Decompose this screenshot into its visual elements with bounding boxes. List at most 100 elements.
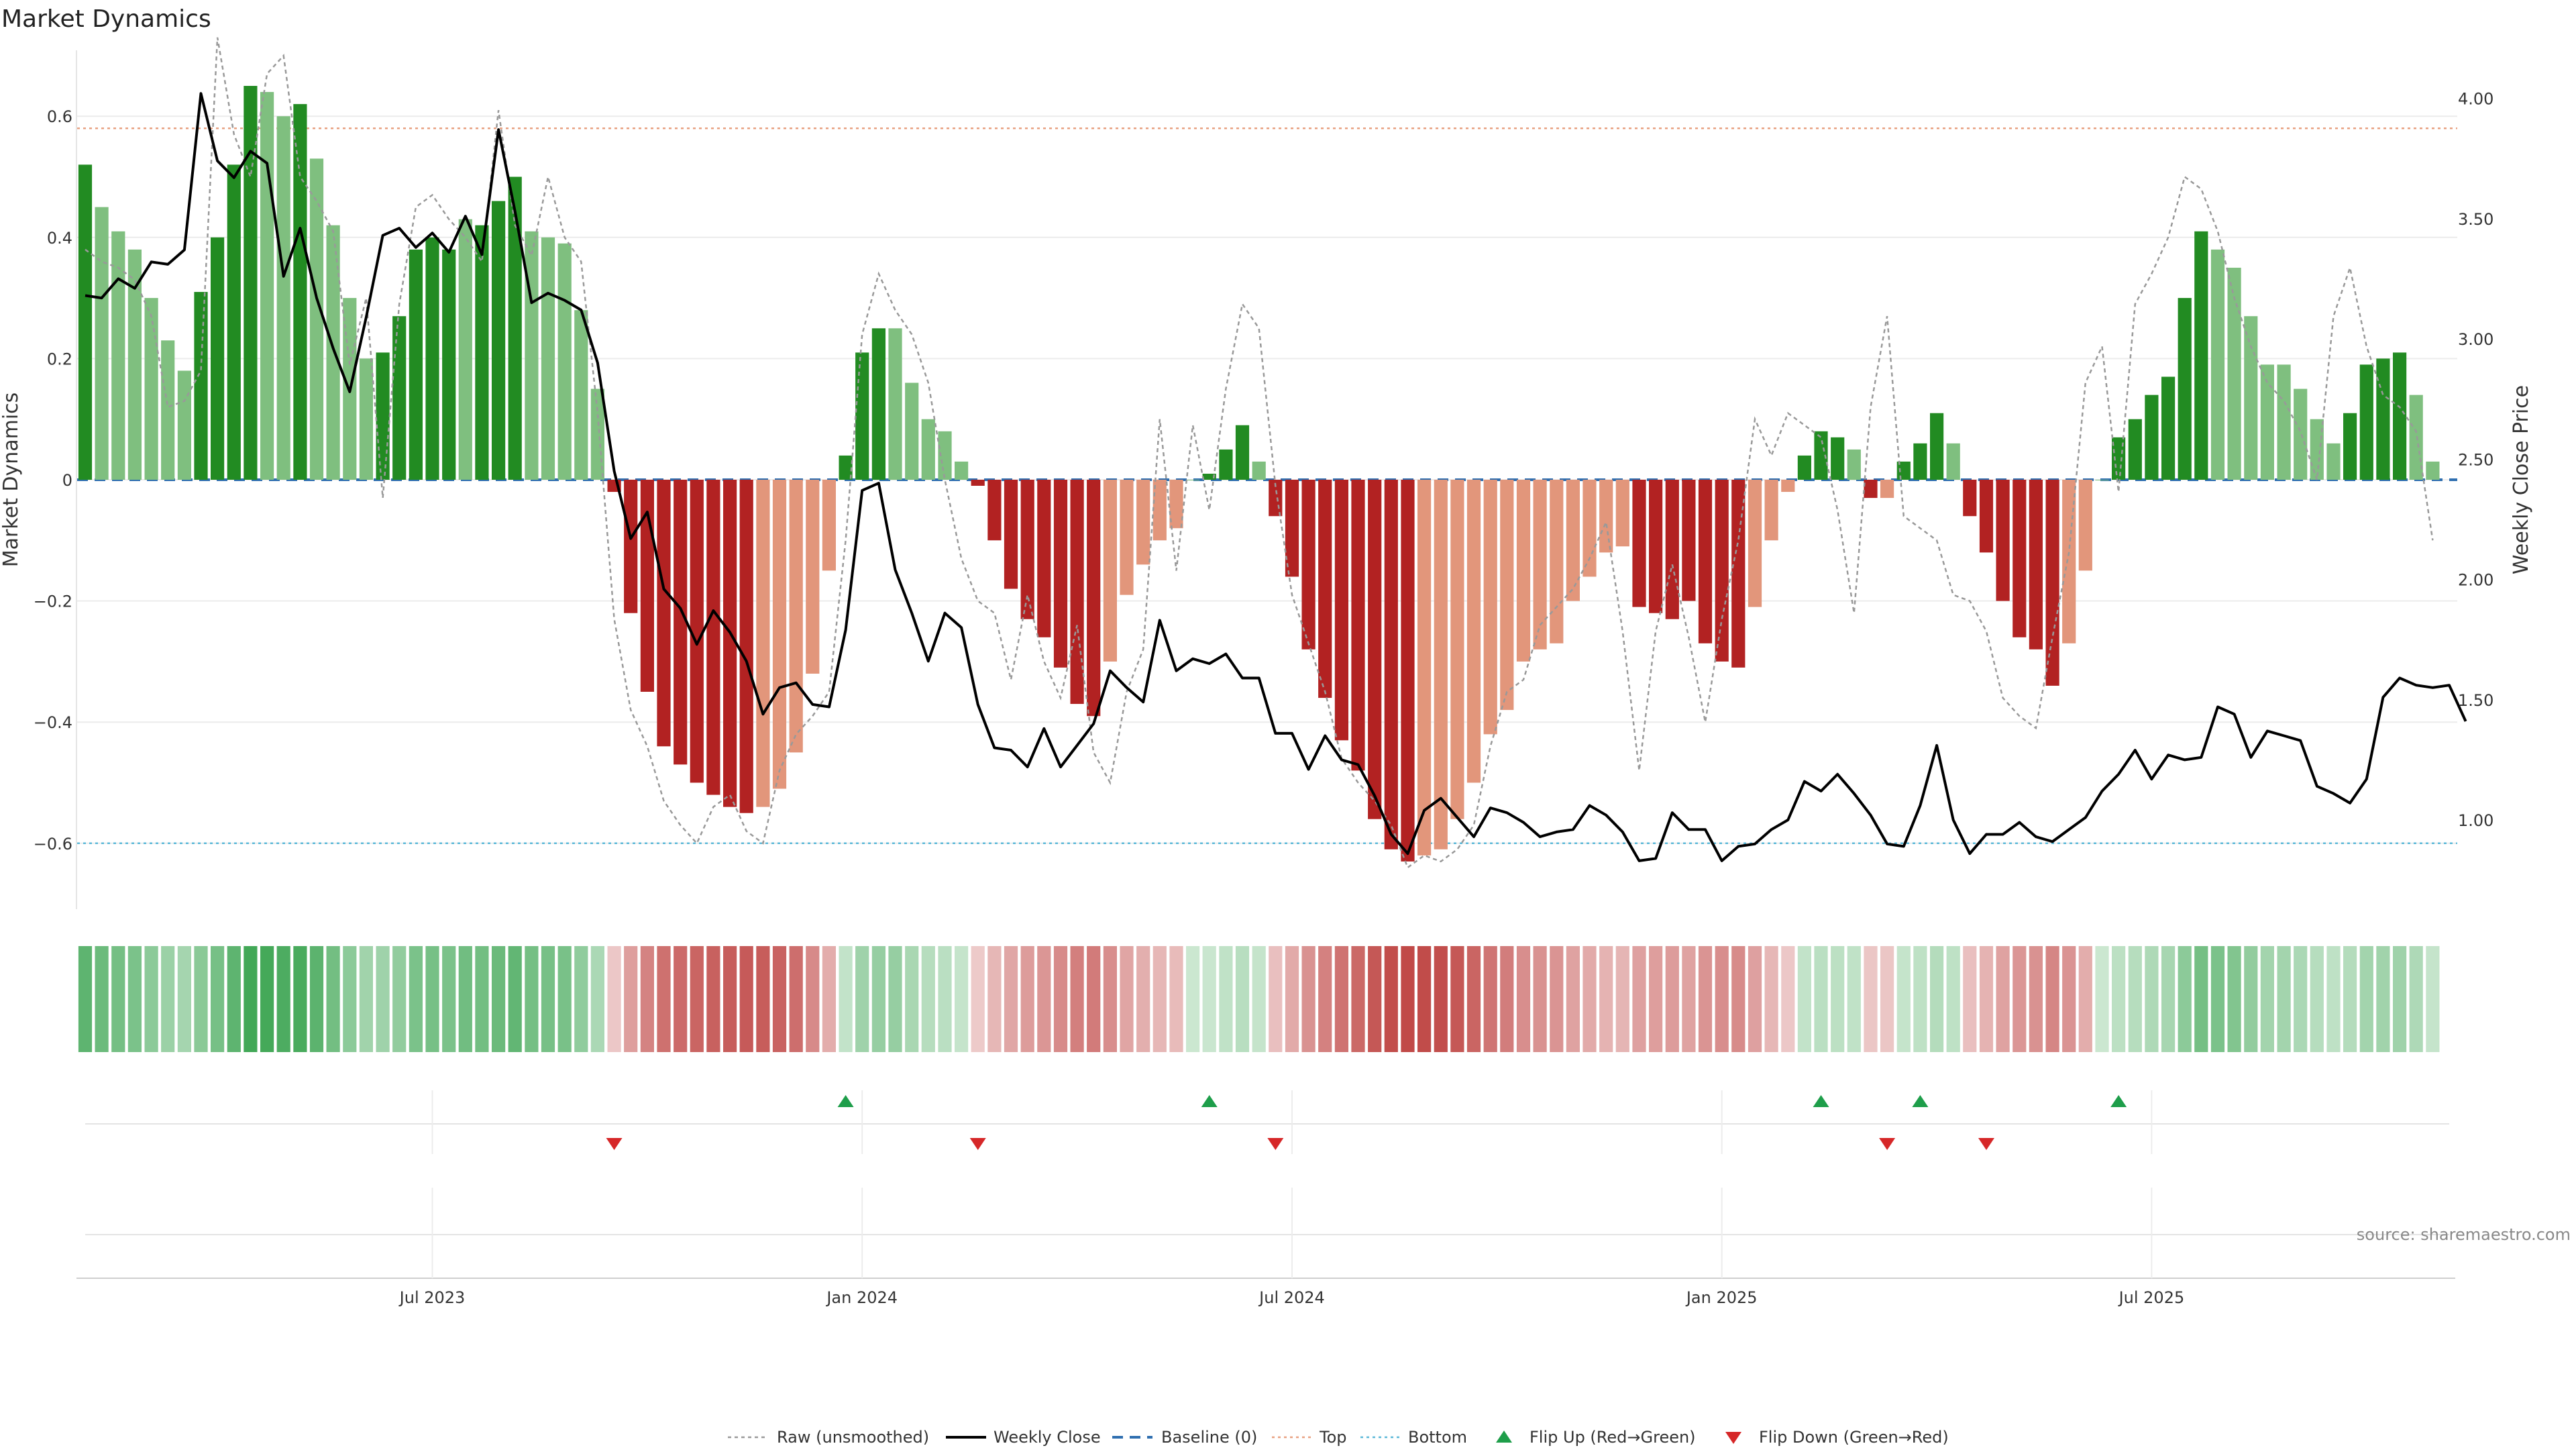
legend-top-label: Top <box>1319 1428 1347 1447</box>
y2-tick-label: 1.50 <box>2458 691 2493 710</box>
dynamics-bar <box>1136 480 1150 565</box>
heat-cell <box>2326 946 2341 1052</box>
dynamics-bars <box>78 86 2440 862</box>
dynamics-bar <box>475 225 489 480</box>
dynamics-bar <box>144 298 158 480</box>
dynamics-bar <box>2012 480 2027 637</box>
legend-baseline-label: Baseline (0) <box>1161 1428 1257 1447</box>
heat-cell <box>1417 946 1432 1052</box>
dynamics-bar <box>1301 480 1316 650</box>
heat-cell <box>392 946 407 1052</box>
heat-cell <box>1649 946 1663 1052</box>
dynamics-bar <box>2161 376 2176 480</box>
heat-cell <box>2145 946 2159 1052</box>
heat-cell <box>1963 946 1977 1052</box>
heat-cell <box>1896 946 1911 1052</box>
heat-cell <box>1781 946 1795 1052</box>
heat-cell <box>1731 946 1746 1052</box>
heat-cell <box>839 946 853 1052</box>
heat-cell <box>194 946 208 1052</box>
heat-cell <box>1996 946 2010 1052</box>
dynamics-bar <box>2194 231 2208 480</box>
dynamics-bar <box>1434 480 1448 849</box>
dynamics-bar <box>2178 298 2192 480</box>
heat-cell <box>2194 946 2208 1052</box>
heat-cell <box>1037 946 1051 1052</box>
dynamics-bar <box>987 480 1002 541</box>
dynamics-bar <box>1285 480 1299 577</box>
right-y-axis: 4.00 3.50 3.00 2.50 2.00 1.50 1.00 <box>2458 90 2493 831</box>
x-tick-label: Jul 2025 <box>2118 1288 2185 1307</box>
heat-cell <box>1814 946 1828 1052</box>
dynamics-bar <box>1930 413 1944 480</box>
heat-cell <box>640 946 654 1052</box>
dynamics-bar <box>1500 480 1514 711</box>
dynamics-bar <box>1401 480 1415 862</box>
dynamics-bar <box>1169 480 1183 529</box>
heat-cell <box>525 946 539 1052</box>
y-tick-label: 0.4 <box>47 229 72 248</box>
dynamics-bar <box>1814 431 1828 480</box>
heat-cell <box>2161 946 2176 1052</box>
heat-cell <box>2078 946 2092 1052</box>
flip-down-marker <box>969 1138 986 1150</box>
dynamics-bar <box>1566 480 1580 601</box>
heat-cell <box>1946 946 1960 1052</box>
x-tick-label: Jul 2024 <box>1258 1288 1325 1307</box>
dynamics-bar <box>1516 480 1531 662</box>
heat-cell <box>590 946 604 1052</box>
dynamics-bar <box>2112 437 2126 480</box>
heat-cell <box>756 946 770 1052</box>
heat-cell <box>161 946 175 1052</box>
flip-up-marker <box>1201 1095 1218 1107</box>
heat-cell <box>244 946 258 1052</box>
heat-cell <box>1847 946 1861 1052</box>
dynamics-bar <box>376 352 390 480</box>
dynamics-bar <box>2260 364 2274 480</box>
heat-cell <box>1550 946 1564 1052</box>
weekly-close-series <box>85 92 2467 862</box>
dynamics-bar <box>2343 413 2357 480</box>
heat-cell <box>1334 946 1348 1052</box>
y-tick-label: −0.2 <box>34 592 72 611</box>
heat-cell <box>111 946 125 1052</box>
dynamics-bar <box>624 480 638 613</box>
dynamics-bar <box>1483 480 1497 735</box>
dynamics-bar <box>1533 480 1547 650</box>
y2-tick-label: 4.00 <box>2458 90 2493 109</box>
dynamics-bar <box>492 201 506 480</box>
dynamics-bar <box>1781 480 1795 492</box>
dynamics-bar <box>1649 480 1663 613</box>
heat-cell <box>971 946 985 1052</box>
dynamics-bar <box>1020 480 1034 619</box>
legend-raw-label: Raw (unsmoothed) <box>777 1428 929 1447</box>
heat-cell <box>772 946 787 1052</box>
dynamics-bar <box>1946 443 1960 480</box>
dynamics-bar <box>1318 480 1332 698</box>
heat-cell <box>2012 946 2027 1052</box>
dynamics-bar <box>1252 461 1266 480</box>
heat-cell <box>1698 946 1713 1052</box>
heat-cell <box>1020 946 1034 1052</box>
heat-cell <box>955 946 969 1052</box>
dynamics-bar <box>127 249 142 480</box>
dynamics-bar <box>1450 480 1464 819</box>
heat-cell <box>78 946 93 1052</box>
dynamics-bar <box>78 164 93 480</box>
dynamics-bar <box>1715 480 1729 662</box>
dynamics-bar <box>1120 480 1134 595</box>
flip-up-marker <box>1813 1095 1829 1107</box>
heat-cell <box>2178 946 2192 1052</box>
dynamics-bar <box>541 237 555 480</box>
dynamics-bar <box>2326 443 2341 480</box>
dynamics-bar <box>177 370 191 480</box>
dynamics-bar <box>1831 437 1845 480</box>
flip-down-marker <box>1978 1138 1994 1150</box>
heat-cell <box>987 946 1002 1052</box>
heat-cell <box>1434 946 1448 1052</box>
dynamics-bar <box>1731 480 1746 668</box>
heat-cell <box>409 946 423 1052</box>
flip-up-marker <box>1912 1095 1929 1107</box>
heat-cell <box>1864 946 1878 1052</box>
